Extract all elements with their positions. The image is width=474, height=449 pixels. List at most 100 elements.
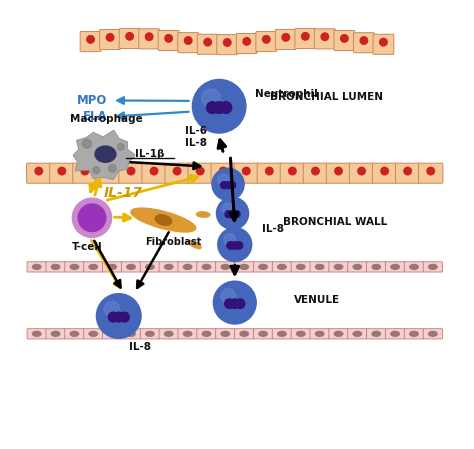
FancyBboxPatch shape — [217, 35, 237, 55]
Circle shape — [289, 167, 296, 175]
Ellipse shape — [51, 331, 60, 336]
Text: VENULE: VENULE — [294, 295, 340, 305]
Circle shape — [358, 167, 365, 175]
FancyBboxPatch shape — [419, 163, 443, 183]
Ellipse shape — [428, 264, 437, 269]
FancyBboxPatch shape — [314, 29, 335, 49]
FancyBboxPatch shape — [423, 262, 443, 272]
FancyBboxPatch shape — [121, 329, 141, 339]
FancyBboxPatch shape — [65, 329, 84, 339]
FancyBboxPatch shape — [119, 163, 143, 183]
Circle shape — [108, 312, 118, 322]
Circle shape — [218, 228, 252, 261]
FancyBboxPatch shape — [100, 30, 120, 49]
FancyBboxPatch shape — [254, 329, 273, 339]
FancyBboxPatch shape — [158, 31, 179, 51]
Circle shape — [235, 242, 243, 249]
Circle shape — [58, 167, 65, 175]
FancyBboxPatch shape — [366, 329, 386, 339]
Ellipse shape — [391, 331, 400, 336]
Ellipse shape — [240, 264, 248, 269]
Circle shape — [404, 167, 411, 175]
FancyBboxPatch shape — [65, 262, 84, 272]
Circle shape — [114, 312, 124, 322]
FancyBboxPatch shape — [216, 262, 235, 272]
FancyBboxPatch shape — [178, 329, 197, 339]
Text: BRONCHIAL WALL: BRONCHIAL WALL — [283, 217, 387, 227]
FancyBboxPatch shape — [140, 329, 160, 339]
Circle shape — [301, 33, 309, 40]
FancyBboxPatch shape — [159, 329, 178, 339]
FancyBboxPatch shape — [349, 163, 374, 183]
Ellipse shape — [196, 212, 210, 217]
FancyBboxPatch shape — [310, 329, 329, 339]
FancyBboxPatch shape — [211, 163, 236, 183]
Ellipse shape — [146, 264, 154, 269]
FancyBboxPatch shape — [348, 329, 367, 339]
Ellipse shape — [127, 331, 135, 336]
Text: Macrophage: Macrophage — [70, 114, 143, 124]
Ellipse shape — [221, 105, 225, 110]
Ellipse shape — [164, 264, 173, 269]
Circle shape — [265, 167, 273, 175]
Ellipse shape — [114, 315, 118, 319]
FancyBboxPatch shape — [27, 329, 46, 339]
FancyBboxPatch shape — [275, 30, 296, 49]
FancyBboxPatch shape — [237, 34, 257, 53]
Ellipse shape — [32, 331, 41, 336]
Circle shape — [228, 181, 236, 189]
FancyBboxPatch shape — [83, 262, 103, 272]
Ellipse shape — [32, 264, 41, 269]
Ellipse shape — [70, 264, 79, 269]
Circle shape — [321, 33, 328, 40]
Text: Neutrophil: Neutrophil — [255, 89, 318, 99]
Circle shape — [117, 144, 124, 150]
Circle shape — [106, 34, 114, 41]
Circle shape — [222, 203, 233, 214]
Ellipse shape — [297, 331, 305, 336]
Ellipse shape — [278, 264, 286, 269]
Circle shape — [282, 34, 290, 41]
Ellipse shape — [229, 184, 231, 186]
FancyBboxPatch shape — [291, 329, 310, 339]
FancyBboxPatch shape — [102, 262, 122, 272]
Ellipse shape — [315, 264, 324, 269]
FancyBboxPatch shape — [27, 163, 51, 183]
Ellipse shape — [353, 331, 362, 336]
FancyBboxPatch shape — [50, 163, 74, 183]
Circle shape — [380, 39, 387, 46]
FancyBboxPatch shape — [235, 262, 254, 272]
FancyBboxPatch shape — [102, 329, 122, 339]
Ellipse shape — [221, 264, 229, 269]
FancyBboxPatch shape — [256, 31, 277, 52]
Circle shape — [243, 167, 250, 175]
FancyBboxPatch shape — [272, 262, 292, 272]
FancyBboxPatch shape — [27, 262, 46, 272]
Circle shape — [427, 167, 435, 175]
Circle shape — [78, 204, 106, 232]
Ellipse shape — [202, 264, 211, 269]
Ellipse shape — [89, 331, 98, 336]
Ellipse shape — [229, 213, 232, 216]
Circle shape — [184, 37, 192, 44]
Circle shape — [165, 35, 173, 42]
Ellipse shape — [234, 213, 236, 216]
Circle shape — [173, 167, 181, 175]
Ellipse shape — [230, 302, 234, 306]
FancyBboxPatch shape — [280, 163, 305, 183]
Circle shape — [236, 299, 245, 308]
Circle shape — [220, 181, 228, 189]
Circle shape — [192, 79, 246, 133]
FancyBboxPatch shape — [80, 31, 101, 52]
Circle shape — [93, 167, 100, 174]
Circle shape — [225, 181, 232, 189]
FancyBboxPatch shape — [385, 329, 405, 339]
FancyBboxPatch shape — [235, 329, 254, 339]
Circle shape — [128, 167, 135, 175]
Ellipse shape — [259, 264, 267, 269]
Ellipse shape — [410, 331, 418, 336]
Circle shape — [227, 242, 234, 249]
Circle shape — [225, 299, 234, 308]
FancyBboxPatch shape — [295, 28, 316, 48]
Circle shape — [229, 211, 236, 218]
